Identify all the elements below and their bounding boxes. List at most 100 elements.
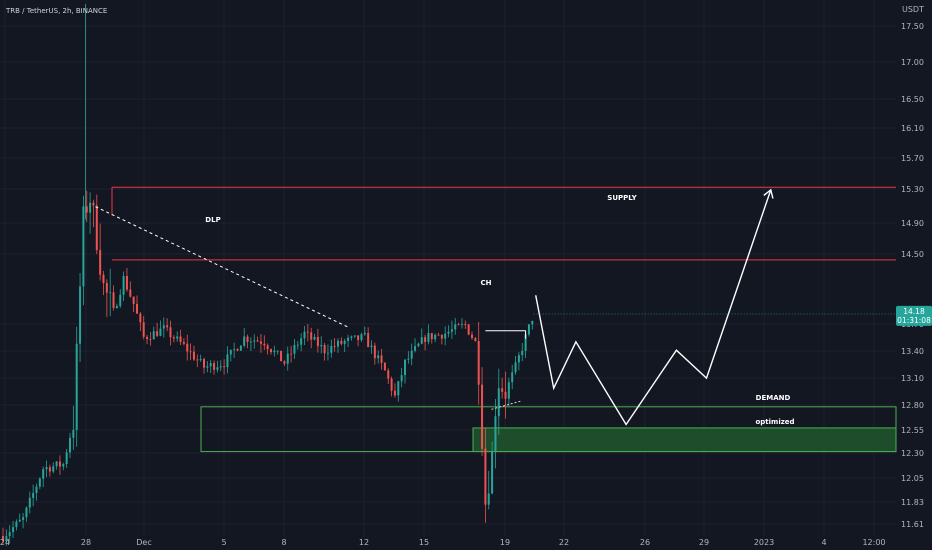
x-tick-label: Dec [136,538,151,547]
candle [112,285,115,311]
candle [65,449,68,468]
candle [102,270,105,296]
candles-layer [2,4,534,546]
candle [25,506,28,522]
candle [132,296,135,313]
current-price-tag: 14.18 01:31:08 [896,305,932,326]
candle [172,335,175,343]
candle [484,427,487,523]
y-tick-label: 12.55 [901,426,924,435]
candle [410,343,413,366]
candle [246,334,249,349]
candle [276,350,279,355]
candle [233,342,236,358]
candle [380,349,383,370]
candle [18,513,21,523]
candle [491,441,494,495]
candle [89,192,92,234]
ch-label: CH [481,279,492,287]
candle [481,367,484,456]
projection-arrowhead [763,188,774,199]
candle [377,350,380,364]
candle [360,332,363,342]
candle [273,345,276,357]
candle [387,368,390,384]
y-tick-label: 14.90 [901,219,924,228]
candle [313,333,316,341]
candle [447,325,450,338]
candle [95,194,98,255]
candle [149,331,152,346]
candle [363,326,366,336]
candle [219,360,222,372]
x-tick-label: 28 [81,538,91,547]
candle [166,318,169,332]
y-tick-label: 13.10 [901,374,924,383]
y-tick-label: 11.61 [901,520,924,529]
candle [310,327,313,349]
candle [424,334,427,351]
candle [72,405,75,450]
candle [99,223,102,281]
candle [5,529,8,546]
candle [400,367,403,388]
projection-path [535,189,772,426]
candle [527,323,530,337]
y-tick-label: 13.40 [901,347,924,356]
candle [347,334,350,348]
chart-grid [0,0,896,536]
candle [514,356,517,375]
candle [263,335,266,350]
candle [8,525,11,544]
y-tick-label: 15.30 [901,185,924,194]
candle [256,336,259,342]
candle [223,359,226,375]
candle [397,380,400,402]
candle [162,317,165,338]
candle [316,328,319,353]
candle [129,281,132,298]
candle [48,464,51,477]
candle [159,320,162,337]
candle [209,359,212,374]
candle [367,327,370,348]
candle [290,345,293,363]
candle [139,311,142,332]
y-tick-label: 14.50 [901,250,924,259]
candle [146,334,149,345]
candle [199,354,202,362]
candle-countdown: 01:31:08 [897,316,931,325]
candle [259,334,262,353]
candle [213,360,216,375]
candle [487,470,490,510]
candle [243,327,246,348]
candle [79,272,82,363]
dlp-trendline [95,206,349,328]
candle [303,325,306,345]
candle [383,361,386,371]
candle [404,358,406,384]
candle [55,460,58,470]
candle [454,317,457,335]
candle [457,322,460,326]
candle [414,338,417,353]
x-tick-label: 29 [699,538,709,547]
candle [330,339,333,358]
candle [497,368,500,435]
candle [437,332,440,336]
candle [239,344,242,351]
candle [12,520,15,538]
candle [320,336,323,354]
x-tick-label: 12:00 [862,538,885,547]
candle [531,320,534,330]
time-axis: 24 28 Dec 5 8 12 15 19 22 26 29 2023 4 12:00 [0,538,886,547]
candle [182,338,185,346]
candle [326,344,329,361]
candle [521,343,524,362]
x-tick-label: 22 [559,538,569,547]
supply-label: SUPPLY [607,194,637,202]
candle [176,331,179,342]
candle [35,483,38,501]
candle [216,360,219,373]
